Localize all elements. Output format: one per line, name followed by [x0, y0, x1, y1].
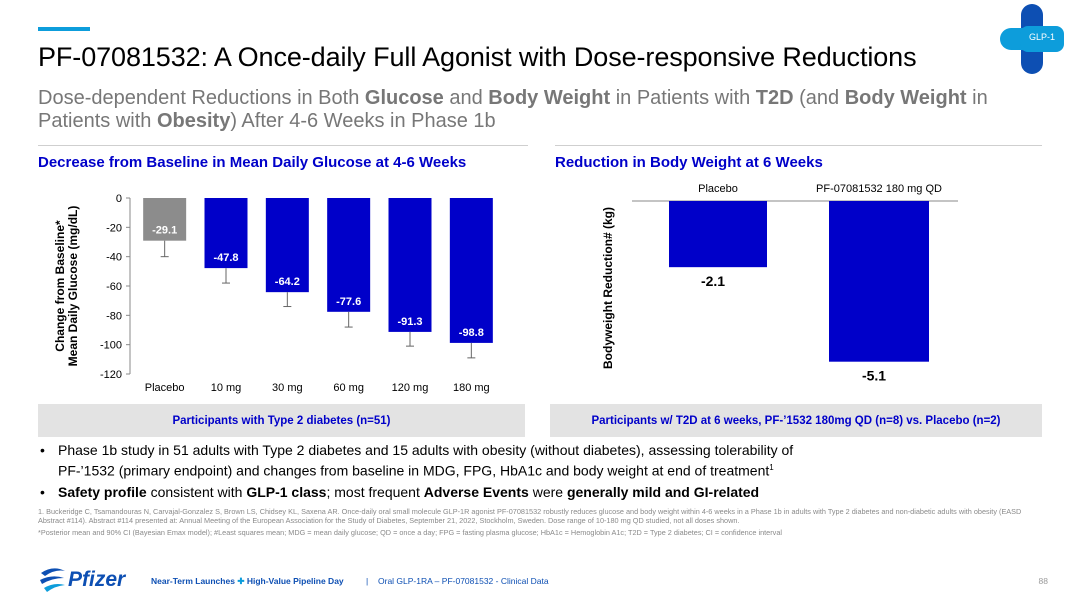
left-panel-rule — [38, 145, 528, 146]
glucose-bar-30-mg — [265, 198, 309, 293]
bullet-2-part: Safety profile — [58, 483, 147, 500]
subtitle-part: (and — [793, 87, 845, 109]
bullet-2-part: were — [528, 483, 567, 500]
y-tick-label: -120 — [100, 369, 122, 381]
glucose-value-label: -98.8 — [459, 327, 484, 339]
y-tick-label: -80 — [106, 310, 122, 322]
reference-abbreviations: *Posterior mean and 90% CI (Bayesian Ema… — [38, 528, 782, 537]
x-category-label: Placebo — [145, 382, 185, 394]
bullet-1-line-1: Phase 1b study in 51 adults with Type 2 … — [58, 442, 794, 458]
bodyweight-value-label: -2.1 — [701, 273, 725, 289]
subtitle-part: Dose-dependent Reductions in Both — [38, 87, 365, 109]
bullet-1-line-2-text: PF-’1532 (primary endpoint) and changes … — [58, 462, 770, 479]
plus-icon: ✚ — [237, 576, 245, 586]
bullet-2-part: Adverse Events — [423, 483, 529, 500]
right-panel-rule — [555, 145, 1042, 146]
bodyweight-bar-chart: Bodyweight Reduction# (kg) Placebo -2.1 PF-… — [601, 183, 958, 384]
cross-label-bubble — [1020, 26, 1064, 52]
bullet-2-part: generally mild and GI-related — [566, 483, 760, 500]
bullet-2-part: GLP-1 class — [246, 483, 327, 500]
x-category-label: 30 mg — [272, 382, 303, 394]
bullet-1-superscript: 1 — [769, 463, 774, 472]
bullet-1-line-2: PF-’1532 (primary endpoint) and changes … — [58, 459, 1038, 480]
pfizer-logo-icon — [40, 568, 65, 592]
footer-separator: | — [366, 576, 369, 586]
glucose-bar-120-mg — [388, 198, 432, 332]
glucose-y-axis-label: Change from Baseline*Mean Daily Glucose … — [53, 206, 80, 367]
y-axis-label-line: Change from Baseline* — [53, 220, 67, 352]
subtitle-part: Obesity — [156, 110, 231, 132]
summary-bullets: • Phase 1b study in 51 adults with Type … — [38, 442, 1038, 505]
glucose-value-label: -91.3 — [397, 316, 422, 328]
subtitle-part: Body Weight — [844, 87, 967, 109]
bodyweight-bar-0 — [669, 201, 767, 268]
slide-footer: Pfizer Near-Term Launches ✚ High-Value P… — [38, 566, 1048, 594]
x-category-label: 120 mg — [392, 382, 429, 394]
glucose-value-label: -64.2 — [275, 276, 300, 288]
subtitle-part: in Patients with — [38, 87, 988, 132]
bodyweight-category-label: PF-07081532 180 mg QD — [816, 183, 942, 195]
glucose-chart-footnote: Participants with Type 2 diabetes (n=51) — [38, 404, 525, 437]
bullet-dot: • — [40, 442, 45, 458]
pfizer-logo-text: Pfizer — [68, 568, 126, 591]
bullet-2-part: consistent with — [146, 483, 247, 500]
glp1-badge-label: GLP-1 — [1028, 32, 1055, 42]
subtitle-part: T2D — [755, 87, 794, 109]
page-number: 88 — [1038, 576, 1048, 586]
subtitle-part: ) After 4-6 Weeks in Phase 1b — [230, 110, 496, 132]
glucose-value-label: -47.8 — [213, 252, 238, 264]
glucose-value-label: -29.1 — [152, 225, 177, 237]
bullet-2-text: Safety profile consistent with GLP-1 cla… — [58, 484, 1038, 501]
y-tick-label: -20 — [106, 222, 122, 234]
glucose-value-label: -77.6 — [336, 296, 361, 308]
bullet-study-design: • Phase 1b study in 51 adults with Type … — [38, 442, 1038, 480]
references: 1. Buckeridge C, Tsamandouras N, Carvaja… — [38, 507, 1048, 537]
glp1-cross-badge: GLP-1 — [1000, 4, 1064, 74]
subtitle-part: in Patients with — [610, 87, 756, 109]
bodyweight-category-label: Placebo — [698, 183, 738, 195]
bodyweight-chart-footnote: Participants w/ T2D at 6 weeks, PF-’1532… — [550, 404, 1042, 437]
glucose-bar-180-mg — [449, 198, 493, 343]
glucose-bar-60-mg — [327, 198, 371, 312]
y-tick-label: 0 — [116, 193, 122, 205]
y-axis-label-line: Mean Daily Glucose (mg/dL) — [66, 206, 80, 367]
glucose-bar-placebo — [143, 198, 187, 241]
x-category-label: 60 mg — [333, 382, 364, 394]
x-category-label: 180 mg — [453, 382, 490, 394]
bodyweight-y-axis-label: Bodyweight Reduction# (kg) — [601, 207, 615, 369]
slide-subtitle: Dose-dependent Reductions in Both Glucos… — [38, 87, 1028, 133]
y-tick-label: -40 — [106, 252, 122, 264]
footer-pipeline-day: High-Value Pipeline Day — [246, 576, 344, 586]
subtitle-part: Body Weight — [488, 87, 611, 109]
subtitle-part: Glucose — [364, 87, 444, 109]
x-category-label: 10 mg — [211, 382, 242, 394]
glucose-bar-10-mg — [204, 198, 248, 269]
bullet-dot: • — [40, 483, 45, 500]
slide-title: PF-07081532: A Once-daily Full Agonist w… — [38, 42, 917, 72]
bullet-safety-profile: • Safety profile consistent with GLP-1 c… — [38, 484, 1038, 501]
subtitle-part: and — [443, 87, 489, 109]
y-tick-label: -100 — [100, 340, 122, 352]
glucose-chart-title: Decrease from Baseline in Mean Daily Glu… — [38, 154, 467, 171]
glucose-bar-chart: Change from Baseline*Mean Daily Glucose … — [53, 193, 493, 394]
title-accent-line — [38, 27, 90, 31]
bullet-2-part: ; most frequent — [326, 483, 424, 500]
y-tick-label: -60 — [106, 281, 122, 293]
footer-near-term: Near-Term Launches — [151, 576, 235, 586]
bodyweight-bar-1 — [829, 201, 929, 362]
footer-section-name: Oral GLP-1RA – PF-07081532 - Clinical Da… — [378, 576, 549, 586]
bodyweight-value-label: -5.1 — [862, 368, 886, 384]
reference-1: 1. Buckeridge C, Tsamandouras N, Carvaja… — [38, 507, 1022, 525]
bodyweight-chart-title: Reduction in Body Weight at 6 Weeks — [555, 154, 823, 171]
footer-event-name: Near-Term Launches ✚ High-Value Pipeline… — [151, 576, 344, 587]
